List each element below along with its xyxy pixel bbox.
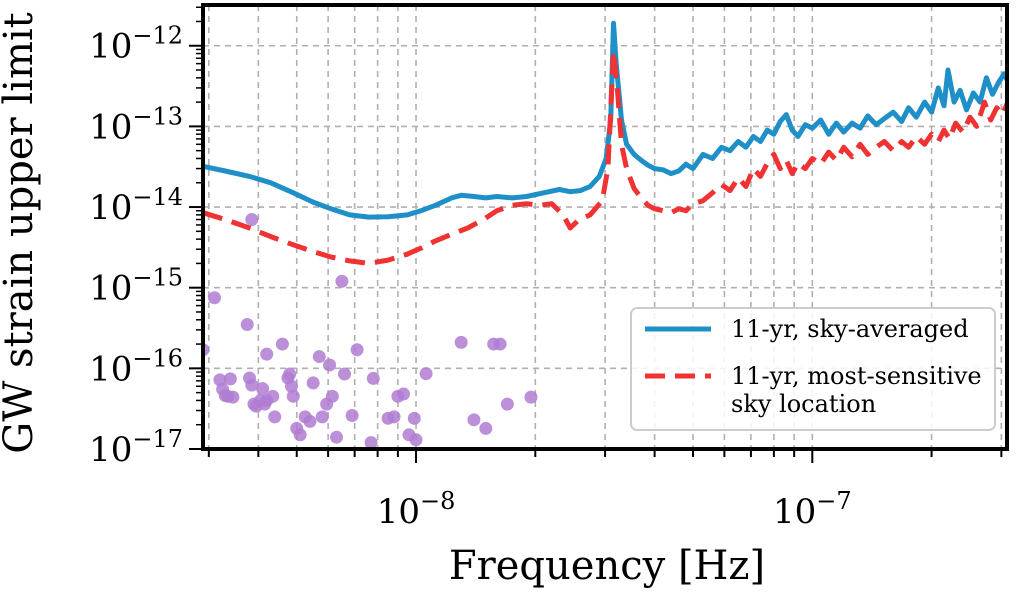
scatter-point: [407, 411, 421, 425]
scatter-point: [312, 350, 326, 364]
scatter-point: [315, 410, 329, 424]
axis-ticks: 10−17 10−16 10−15 10−14 10−13 10−12 10−8 10−7: [89, 6, 1003, 532]
legend-label-sky-averaged: 11-yr, sky-averaged: [731, 315, 969, 343]
scatter-point: [275, 337, 289, 351]
y-tick-label: 10−16: [89, 344, 183, 389]
scatter-point: [223, 372, 237, 386]
scatter-point: [293, 428, 307, 442]
scatter-point: [366, 371, 380, 385]
scatter-point: [256, 382, 270, 396]
scatter-point: [335, 274, 349, 288]
scatter-point: [493, 337, 507, 351]
x-axis-title: Frequency [Hz]: [449, 543, 765, 588]
scatter-point: [283, 367, 297, 381]
legend: 11-yr, sky-averaged 11-yr, most-sensitive…: [630, 307, 996, 431]
scatter-point: [524, 390, 538, 404]
grid: [203, 5, 1007, 449]
scatter-point: [285, 379, 299, 393]
scatter-point: [325, 389, 339, 403]
scatter-point: [500, 397, 514, 411]
scatter-point: [306, 376, 320, 390]
y-tick-label: 10−13: [89, 102, 183, 147]
scatter-point: [266, 389, 280, 403]
scatter-point: [240, 317, 254, 331]
x-tick-label: 10−8: [377, 487, 456, 532]
scatter-point: [260, 347, 274, 361]
scatter-point: [303, 414, 317, 428]
scatter-point: [397, 387, 411, 401]
scatter-point: [387, 410, 401, 424]
scatter-point: [268, 410, 282, 424]
scatter-series-sources: [203, 213, 538, 449]
scatter-point: [419, 367, 433, 381]
scatter-point: [364, 436, 378, 449]
legend-box: [630, 307, 996, 431]
scatter-point: [323, 358, 337, 372]
y-tick-label: 10−12: [89, 22, 183, 67]
y-tick-label: 10−17: [89, 425, 183, 470]
scatter-point: [345, 409, 359, 423]
scatter-point: [454, 335, 468, 349]
scatter-point: [245, 213, 259, 227]
y-axis-title: GW strain upper limit: [0, 12, 42, 453]
scatter-point: [338, 367, 352, 381]
scatter-point: [350, 343, 364, 357]
scatter-point: [226, 390, 240, 404]
legend-label-most-sensitive: 11-yr, most-sensitive: [731, 362, 982, 390]
scatter-point: [409, 433, 423, 447]
scatter-point: [207, 291, 221, 305]
line-series-most-sensitive: [203, 48, 1007, 266]
line-series-sky-averaged: [203, 20, 1007, 220]
y-tick-label: 10−15: [89, 264, 183, 309]
scatter-point: [479, 421, 493, 435]
x-tick-label: 10−7: [773, 487, 852, 532]
scatter-point: [330, 430, 344, 444]
scatter-point: [467, 413, 481, 427]
y-tick-label: 10−14: [89, 183, 183, 228]
legend-label-most-sensitive: sky location: [731, 390, 876, 418]
scatter-point: [286, 389, 300, 403]
scatter-point: [245, 378, 259, 392]
